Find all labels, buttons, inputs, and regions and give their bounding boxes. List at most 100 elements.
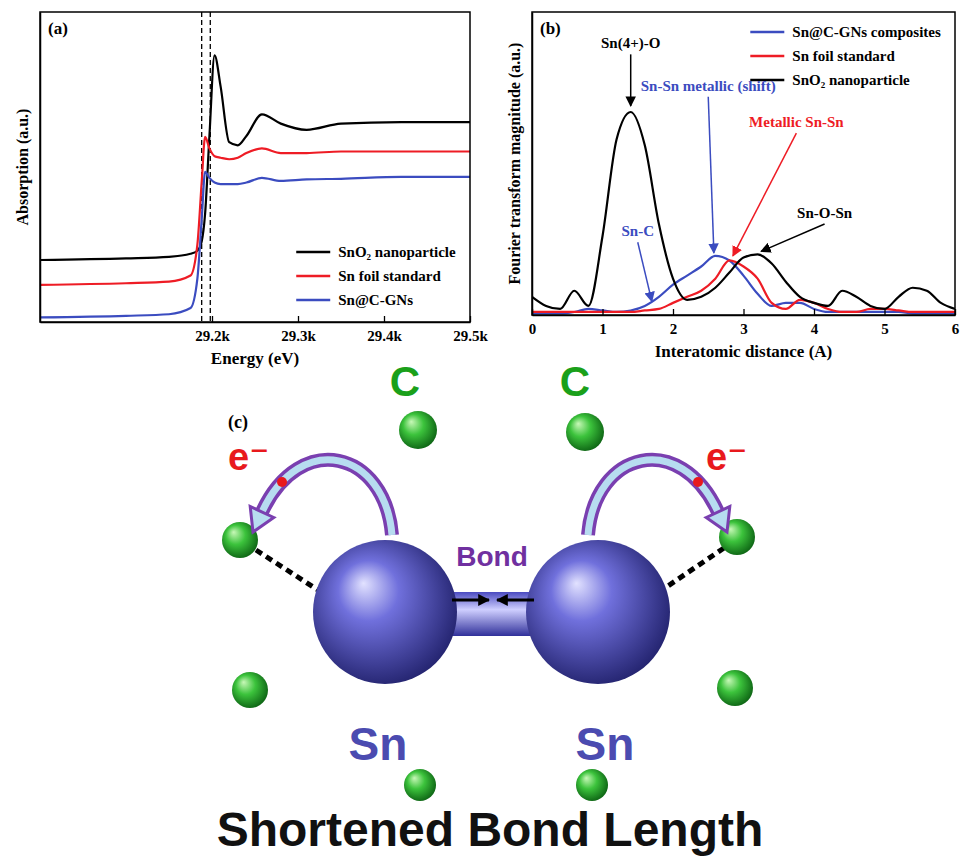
tick-mark: [212, 316, 213, 322]
x-axis-title: Energy (eV): [211, 349, 299, 368]
carbon-label: C: [390, 358, 420, 405]
transfer-arrow-body: [262, 460, 392, 535]
tin-label: Sn: [349, 718, 408, 770]
annotation: Sn-Sn metallic (shift): [641, 78, 776, 95]
carbon-atom: [566, 413, 604, 451]
carbon-atom: [717, 670, 753, 706]
legend-label: Sn foil standard: [792, 48, 895, 64]
legend: Sn@C-GNs composites Sn foil standard SnO₂ …: [750, 24, 941, 88]
caption: Shortened Bond Length: [217, 803, 764, 856]
electron-dot: [693, 477, 703, 487]
x-tick: 29.3k: [281, 316, 316, 344]
tick-label: 29.2k: [195, 328, 230, 344]
tick-mark: [602, 309, 603, 315]
legend-swatch: [296, 251, 330, 253]
tin-label: Sn: [576, 718, 635, 770]
y-axis-title: Absorption (a.u.): [14, 109, 32, 226]
plot-frame: [40, 12, 470, 322]
data-line: [40, 137, 470, 285]
tick-label: 1: [599, 321, 607, 337]
x-tick: 29.5k: [453, 316, 488, 344]
legend-label: SnO₂ nanoparticle: [792, 72, 910, 88]
plot-area: [40, 12, 470, 322]
chart-panel: 0 1 2 3 4 5 6 Interatomic distance (A) Fourier t…: [506, 12, 960, 361]
x-tick: 29.2k: [195, 316, 230, 344]
legend-swatch: [750, 55, 784, 57]
legend: SnO₂ nanoparticle Sn foil standard Sn@C-GN…: [296, 244, 456, 308]
carbon-atom: [404, 769, 436, 801]
schematic: (c)e⁻e⁻CCBondSnSnShortened Bond Length: [217, 358, 764, 856]
tick-mark: [743, 309, 744, 315]
tick-mark: [384, 316, 385, 322]
legend-label: SnO₂ nanoparticle: [338, 244, 456, 260]
transfer-arrow-outline: [588, 460, 718, 535]
panel-label: (a): [48, 19, 68, 38]
annotation: Sn-O-Sn: [797, 205, 853, 221]
x-tick: 6: [952, 309, 960, 337]
x-tick: 4: [811, 309, 819, 337]
electron-label: e⁻: [706, 436, 747, 478]
y-axis-title: Fourier transform magnitude (a.u.): [506, 43, 524, 285]
x-axis: 0 1 2 3 4 5 6: [529, 309, 960, 337]
y-axis: [40, 13, 41, 323]
tick-label: 29.3k: [281, 328, 316, 344]
transfer-arrow-outline: [262, 460, 392, 535]
x-axis-title: Interatomic distance (A): [655, 342, 833, 361]
x-tick: 29.4k: [367, 316, 402, 344]
annotation-arrow: [708, 97, 714, 253]
carbon-label: C: [560, 358, 590, 405]
tick-mark: [470, 316, 471, 322]
transfer-arrow-head: [706, 507, 730, 533]
x-tick: 5: [881, 309, 889, 337]
legend-label: Sn@C-GNs: [338, 292, 413, 308]
tick-label: 2: [670, 321, 678, 337]
dashed-link: [256, 550, 318, 590]
tick-label: 3: [740, 321, 748, 337]
annotation-arrow: [630, 54, 632, 106]
tick-mark: [298, 316, 299, 322]
annotation: Sn(4+)-O: [601, 35, 660, 52]
carbon-atom: [232, 672, 268, 708]
legend-item: SnO₂ nanoparticle: [296, 244, 456, 260]
x-tick: 1: [599, 309, 607, 337]
bond-arrow: [497, 599, 534, 602]
legend-item: Sn foil standard: [296, 268, 441, 284]
annotation-arrow: [733, 133, 796, 256]
electron-dot: [277, 477, 287, 487]
tick-label: 29.4k: [367, 328, 402, 344]
annotation: Sn-C: [621, 223, 654, 239]
x-tick: 3: [740, 309, 748, 337]
carbon-atom: [399, 411, 437, 449]
tick-mark: [884, 309, 885, 315]
tick-label: 4: [811, 321, 819, 337]
data-line: [532, 112, 955, 309]
tin-atom: [313, 540, 457, 684]
transfer-arrow-body: [588, 460, 718, 535]
legend-item: Sn@C-GNs: [296, 292, 413, 308]
tick-label: 5: [881, 321, 889, 337]
transfer-arrow-head: [250, 507, 274, 533]
tick-mark: [955, 309, 956, 315]
x-axis: 29.2k 29.3k 29.4k 29.5k: [41, 316, 489, 344]
tin-atom: [526, 540, 670, 684]
data-line: [40, 172, 470, 317]
axis-line: [41, 322, 471, 324]
tick-mark: [673, 309, 674, 315]
plot-area: [532, 112, 955, 313]
legend-swatch: [750, 31, 784, 33]
electron-label: e⁻: [228, 436, 269, 478]
bond-arrow: [452, 599, 489, 602]
dashed-link: [662, 548, 724, 590]
panel-label: (c): [228, 412, 248, 433]
annotation-arrow: [761, 224, 824, 251]
figure: 29.2k 29.3k 29.4k 29.5k Energy (eV) Absorptio…: [0, 0, 964, 862]
tick-label: 29.5k: [453, 328, 488, 344]
plot-frame: [532, 12, 955, 315]
tick-label: 0: [529, 321, 537, 337]
legend-item: Sn foil standard: [750, 48, 895, 64]
legend-swatch: [296, 299, 330, 301]
legend-label: Sn@C-GNs composites: [792, 24, 941, 40]
reference-line: [210, 12, 211, 322]
annotation: Metallic Sn-Sn: [749, 114, 844, 130]
legend-label: Sn foil standard: [338, 268, 441, 284]
